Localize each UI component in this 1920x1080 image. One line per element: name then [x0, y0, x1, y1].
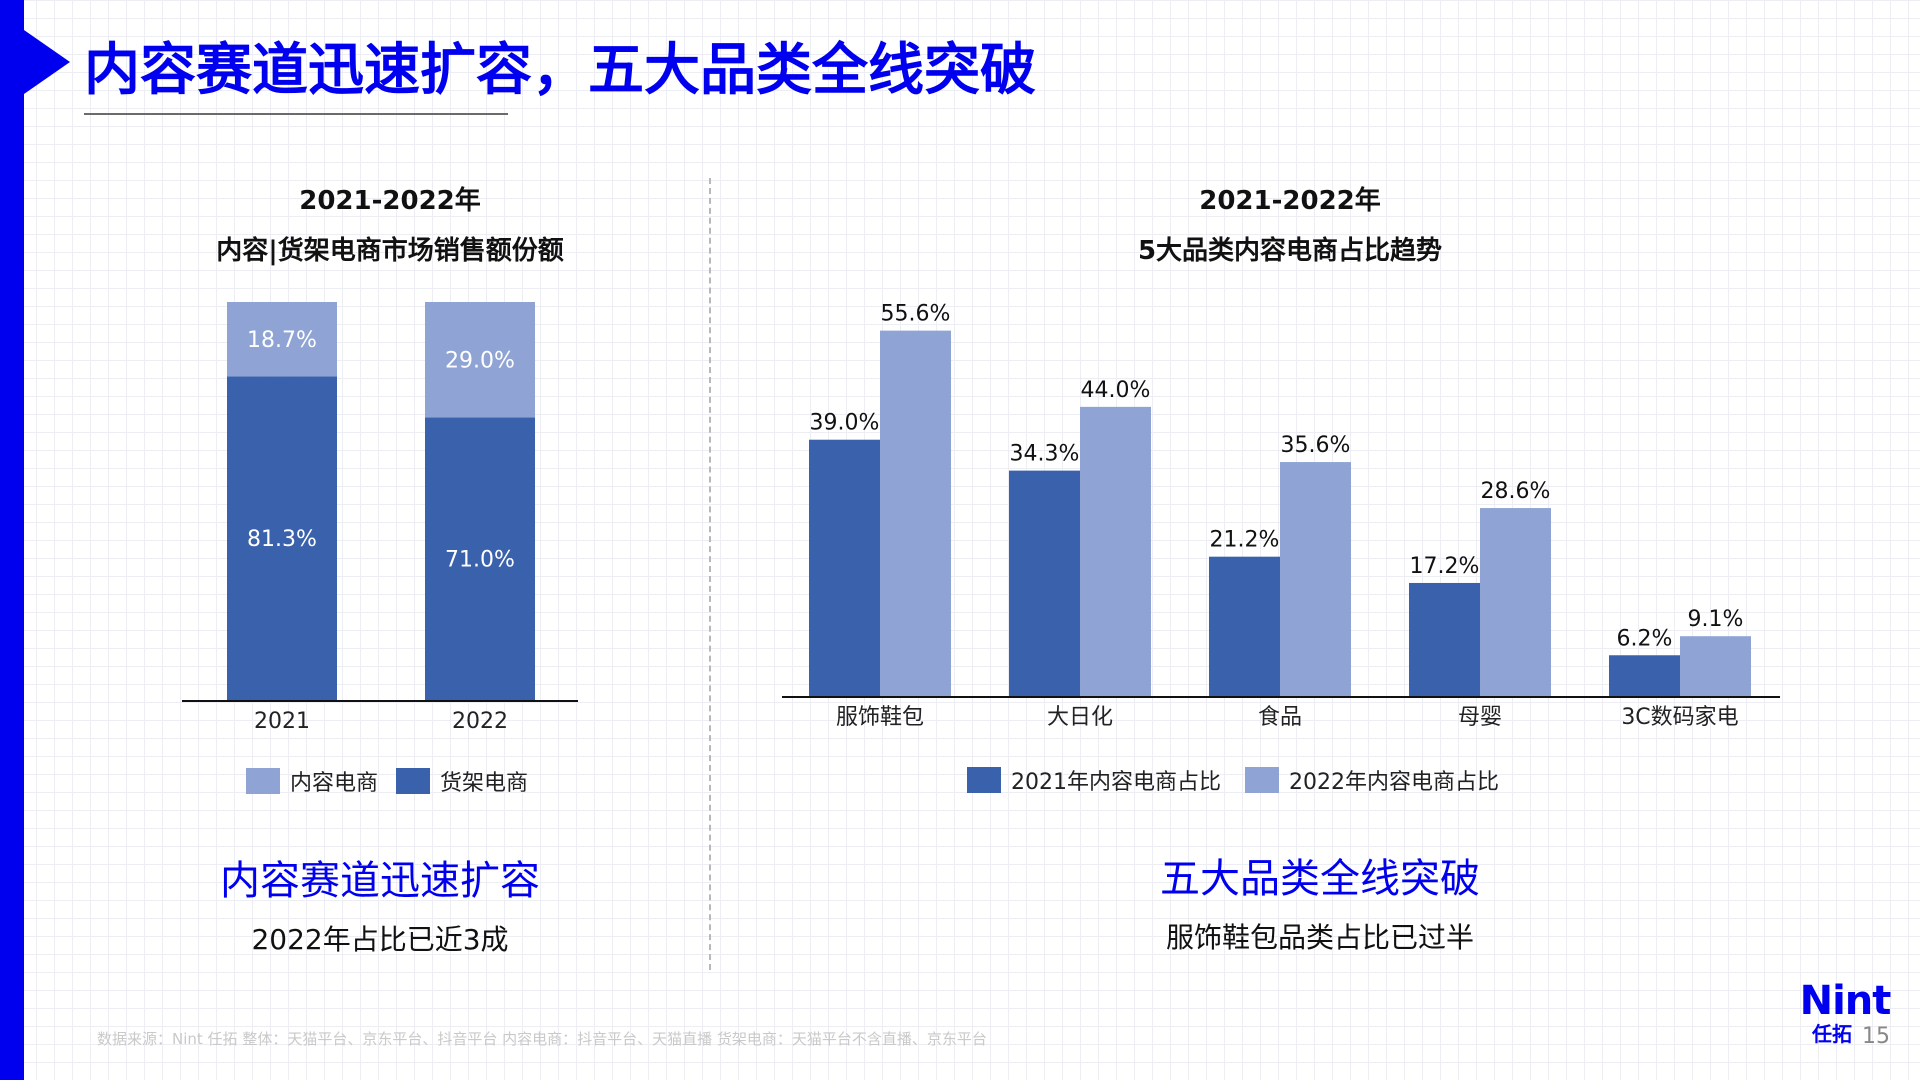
legend-label-content: 内容电商: [290, 771, 379, 796]
left-subline: 2022年占比已近3成: [251, 923, 509, 956]
legend-label-shelf: 货架电商: [440, 771, 529, 796]
left-stacked-bar-chart: 18.7% 81.3% 2021 29.0% 71.0% 2022: [182, 302, 578, 734]
title-underline: [84, 113, 508, 115]
left-chart-title-line2: 内容|货架电商市场销售额份额: [216, 236, 564, 266]
logo-wordmark: Nint: [1799, 978, 1892, 1024]
legend-label-2022: 2022年内容电商占比: [1289, 770, 1499, 795]
data-label-2021-大日化: 34.3%: [1010, 442, 1080, 467]
data-label-2021-母婴: 17.2%: [1410, 554, 1480, 579]
legend-swatch-shelf: [396, 768, 431, 794]
page-title: 内容赛道迅速扩容，五大品类全线突破: [84, 38, 1036, 103]
bar-content-2022: [425, 302, 535, 418]
panel-divider: [709, 178, 711, 970]
legend-item-shelf: 货架电商: [396, 765, 528, 797]
bar-2022-食品: [1280, 462, 1351, 696]
data-label-2022-食品: 35.6%: [1281, 433, 1351, 458]
data-label-2021-服饰鞋包: 39.0%: [810, 411, 880, 436]
bar-2021-大日化: [1009, 470, 1080, 696]
x-tick-label-2021: 2021: [254, 709, 310, 734]
right-grouped-bar-chart: 39.0% 55.6% 服饰鞋包 34.3% 44.0% 大日化 21.2% 35.6% 食品 1…: [782, 302, 1780, 730]
left-chart-title-line1: 2021-2022年: [299, 186, 481, 216]
legend-item-2021: 2021年内容电商占比: [967, 764, 1221, 796]
right-chart-title: 2021-2022年 5大品类内容电商占比趋势: [1040, 176, 1540, 276]
left-chart-title: 2021-2022年 内容|货架电商市场销售额份额: [155, 176, 625, 276]
bar-2022-3C数码家电: [1680, 636, 1751, 696]
right-chart-title-line1: 2021-2022年: [1199, 186, 1381, 216]
data-label-content-2021: 18.7%: [247, 328, 317, 353]
bar-2021-服饰鞋包: [809, 439, 880, 696]
data-source-footnote: 数据来源：Nint 任拓 整体：天猫平台、京东平台、抖音平台 内容电商：抖音平台…: [97, 1030, 987, 1048]
data-label-2021-3C数码家电: 6.2%: [1617, 626, 1673, 651]
bar-2022-大日化: [1080, 406, 1151, 696]
data-label-2022-3C数码家电: 9.1%: [1688, 607, 1744, 632]
data-label-2021-食品: 21.2%: [1210, 528, 1280, 553]
x-tick-label-大日化: 大日化: [1047, 705, 1113, 730]
x-tick-label-母婴: 母婴: [1458, 705, 1502, 730]
right-chart-title-line2: 5大品类内容电商占比趋势: [1137, 236, 1443, 266]
legend-swatch-content: [246, 768, 280, 794]
data-label-shelf-2021: 81.3%: [247, 527, 317, 552]
bar-2021-母婴: [1409, 582, 1480, 696]
bar-2021-食品: [1209, 556, 1280, 696]
x-tick-label-食品: 食品: [1258, 705, 1302, 730]
page-number: 15: [1862, 1024, 1890, 1049]
nint-logo: Nint 任拓: [1797, 980, 1893, 1046]
logo-chinese: 任拓: [1812, 1022, 1852, 1046]
left-chart-legend: 内容电商 货架电商: [246, 765, 546, 797]
title-arrow-icon: [24, 30, 70, 94]
legend-swatch-2021: [967, 767, 1001, 793]
left-headline: 内容赛道迅速扩容: [220, 858, 540, 904]
bar-2021-3C数码家电: [1609, 655, 1680, 696]
bar-2022-母婴: [1480, 508, 1551, 696]
data-label-shelf-2022: 71.0%: [445, 548, 515, 573]
x-tick-label-服饰鞋包: 服饰鞋包: [836, 705, 924, 730]
data-label-2022-服饰鞋包: 55.6%: [881, 302, 951, 327]
right-subline: 服饰鞋包品类占比已过半: [1165, 921, 1474, 954]
right-headline: 五大品类全线突破: [1160, 856, 1480, 902]
data-label-content-2022: 29.0%: [445, 349, 515, 374]
legend-item-content: 内容电商: [246, 765, 378, 797]
x-tick-label-3C数码家电: 3C数码家电: [1621, 705, 1738, 730]
legend-swatch-2022: [1245, 767, 1279, 793]
bar-2022-服饰鞋包: [880, 330, 951, 696]
left-accent-bar: [0, 0, 24, 1080]
bar-shelf-2021: [227, 376, 337, 700]
legend-label-2021: 2021年内容电商占比: [1011, 770, 1221, 795]
bar-shelf-2022: [425, 417, 535, 700]
data-label-2022-大日化: 44.0%: [1081, 378, 1151, 403]
x-tick-label-2022: 2022: [452, 709, 508, 734]
bar-content-2021: [227, 302, 337, 377]
data-label-2022-母婴: 28.6%: [1481, 479, 1551, 504]
legend-item-2022: 2022年内容电商占比: [1245, 764, 1499, 796]
right-chart-legend: 2021年内容电商占比 2022年内容电商占比: [967, 764, 1517, 796]
